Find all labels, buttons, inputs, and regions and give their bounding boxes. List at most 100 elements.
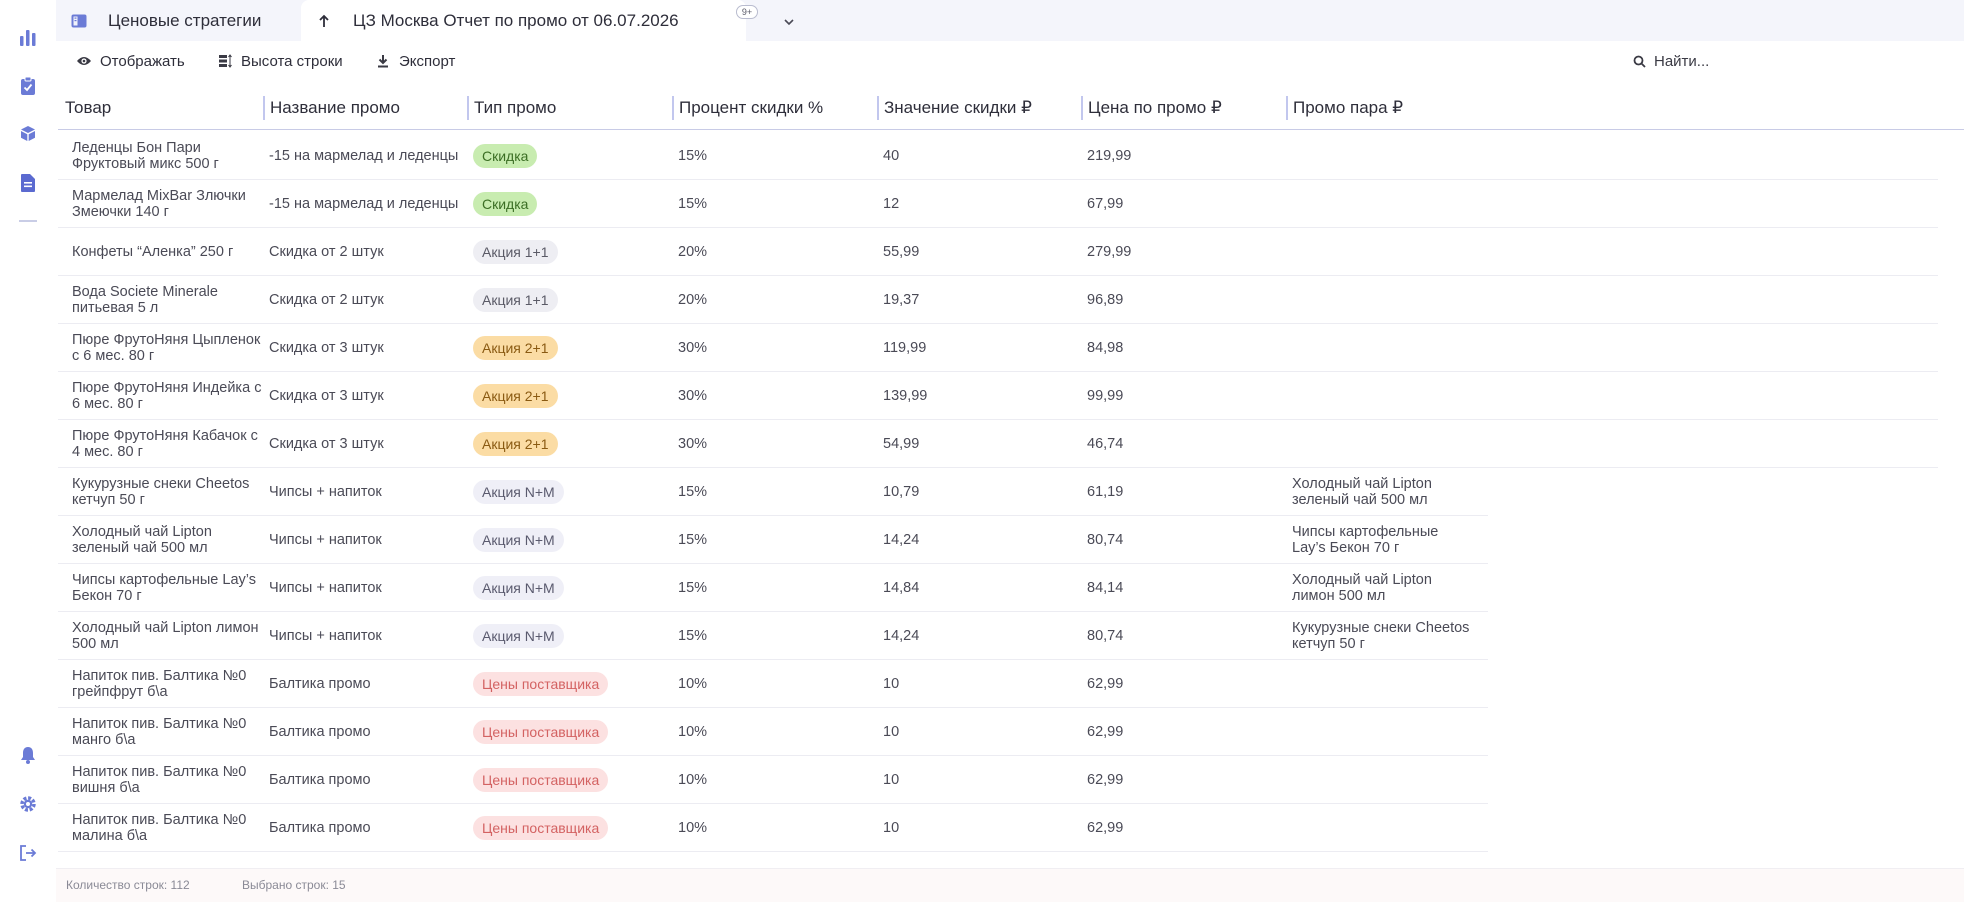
box-hand-icon[interactable] bbox=[16, 122, 40, 146]
display-button[interactable]: Отображать bbox=[76, 50, 185, 72]
column-header-discount-value[interactable]: Значение скидки ₽ bbox=[877, 86, 1032, 129]
cell-promo-price: 96,89 bbox=[1087, 291, 1124, 308]
arrow-up-icon bbox=[315, 12, 333, 30]
search-box[interactable] bbox=[1623, 47, 1943, 76]
cell-promo-price: 84,14 bbox=[1087, 579, 1124, 596]
cell-promo-price: 46,74 bbox=[1087, 435, 1124, 452]
cell-discount-value: 12 bbox=[883, 195, 900, 212]
column-header-promo-price[interactable]: Цена по промо ₽ bbox=[1081, 86, 1222, 129]
column-header-product[interactable]: Товар bbox=[65, 97, 112, 117]
table-row[interactable]: Кукурузные снеки Cheetos кетчуп 50 г Чипс… bbox=[58, 468, 1488, 516]
promo-type-badge: Акция N+M bbox=[473, 623, 564, 648]
cell-discount-percent: 20% bbox=[678, 291, 708, 308]
cell-promo-name: Чипсы + напиток bbox=[269, 531, 382, 548]
bell-icon[interactable] bbox=[16, 743, 40, 767]
cell-promo-price: 67,99 bbox=[1087, 195, 1124, 212]
chevron-down-icon bbox=[784, 19, 794, 26]
cell-product: Пюре ФрутоНяня Кабачок с 4 мес. 80 г bbox=[72, 427, 258, 460]
cell-promo-price: 279,99 bbox=[1087, 243, 1132, 260]
cell-promo-name: Чипсы + напиток bbox=[269, 627, 382, 644]
cell-promo-name: Скидка от 3 штук bbox=[269, 339, 384, 356]
cell-discount-percent: 15% bbox=[678, 579, 708, 596]
promo-type-badge: Скидка bbox=[473, 143, 538, 168]
cell-promo-price: 80,74 bbox=[1087, 627, 1124, 644]
document-icon[interactable] bbox=[16, 171, 40, 195]
cell-promo-name: Скидка от 3 штук bbox=[269, 387, 384, 404]
table-row[interactable]: Напиток пив. Балтика №0 вишня б\а Балтика… bbox=[58, 756, 1488, 804]
promo-type-badge: Акция 2+1 bbox=[473, 335, 558, 360]
column-header-promo-pair[interactable]: Промо пара ₽ bbox=[1285, 86, 1403, 129]
column-header-promo-type[interactable]: Тип промо bbox=[466, 86, 556, 129]
tab-price-strategies[interactable]: Ценовые стратегии bbox=[56, 0, 296, 41]
cell-promo-type: Цены поставщика bbox=[473, 708, 609, 755]
gear-icon[interactable] bbox=[16, 792, 40, 816]
table-row[interactable]: Пюре ФрутоНяня Кабачок с 4 мес. 80 г Скид… bbox=[58, 420, 1938, 468]
table-row[interactable]: Вода Societe Minerale питьевая 5 л Скидка… bbox=[58, 276, 1938, 324]
cell-promo-name: Чипсы + напиток bbox=[269, 483, 382, 500]
cell-product: Напиток пив. Балтика №0 вишня б\а bbox=[72, 763, 247, 796]
tabs-overflow-button[interactable] bbox=[723, 8, 794, 32]
cell-promo-pair: Кукурузные снеки Cheetos кетчуп 50 г bbox=[1292, 619, 1470, 652]
cell-promo-type: Цены поставщика bbox=[473, 660, 609, 707]
cell-promo-type: Скидка bbox=[473, 132, 538, 179]
cell-promo-name: Чипсы + напиток bbox=[269, 579, 382, 596]
column-header-promo-name[interactable]: Название промо bbox=[263, 86, 400, 129]
table-row[interactable]: Пюре ФрутоНяня Цыпленок с 6 мес. 80 г Ски… bbox=[58, 324, 1938, 372]
export-button[interactable]: Экспорт bbox=[375, 50, 455, 72]
cell-promo-pair bbox=[1292, 660, 1472, 707]
cell-discount-percent: 10% bbox=[678, 819, 708, 836]
cell-product: Вода Societe Minerale питьевая 5 л bbox=[72, 283, 218, 316]
cell-product: Напиток пив. Балтика №0 грейпфрут б\а bbox=[72, 667, 247, 700]
cell-promo-type: Скидка bbox=[473, 180, 538, 227]
table-row[interactable]: Напиток пив. Балтика №0 малина б\а Балтик… bbox=[58, 804, 1488, 852]
promo-type-badge: Акция 2+1 bbox=[473, 431, 558, 456]
sidebar bbox=[0, 0, 56, 902]
table-row[interactable]: Холодный чай Lipton зеленый чай 500 мл Чи… bbox=[58, 516, 1488, 564]
cell-discount-value: 55,99 bbox=[883, 243, 920, 260]
row-height-button[interactable]: Высота строки bbox=[217, 50, 343, 72]
table-row[interactable]: Напиток пив. Балтика №0 манго б\а Балтика… bbox=[58, 708, 1488, 756]
column-header-discount-percent[interactable]: Процент скидки % bbox=[671, 86, 823, 129]
row-height-label: Высота строки bbox=[241, 52, 343, 70]
table-row[interactable]: Леденцы Бон Пари Фруктовый микс 500 г -15… bbox=[58, 132, 1938, 180]
logout-icon[interactable] bbox=[16, 841, 40, 865]
cell-product: Пюре ФрутоНяня Цыпленок с 6 мес. 80 г bbox=[72, 331, 261, 364]
cell-promo-pair bbox=[1292, 756, 1472, 803]
clipboard-check-icon[interactable] bbox=[16, 74, 40, 98]
search-icon bbox=[1633, 55, 1646, 68]
cell-promo-price: 99,99 bbox=[1087, 387, 1124, 404]
rows-selected: Выбрано строк: 15 bbox=[242, 878, 346, 892]
tab-promo-report[interactable]: ЦЗ Москва Отчет по промо от 06.07.2026 bbox=[301, 0, 746, 41]
cell-promo-name: -15 на мармелад и леденцы bbox=[269, 195, 459, 212]
cell-discount-percent: 10% bbox=[678, 771, 708, 788]
cell-promo-type: Акция N+M bbox=[473, 612, 564, 659]
cell-promo-name: Балтика промо bbox=[269, 819, 371, 836]
cell-discount-value: 14,24 bbox=[883, 531, 920, 548]
cell-discount-value: 19,37 bbox=[883, 291, 920, 308]
cell-discount-value: 139,99 bbox=[883, 387, 928, 404]
chart-icon[interactable] bbox=[16, 25, 40, 49]
cell-discount-percent: 10% bbox=[678, 675, 708, 692]
cell-discount-value: 10 bbox=[883, 819, 900, 836]
cell-promo-pair bbox=[1292, 708, 1472, 755]
cell-promo-pair bbox=[1292, 420, 1472, 467]
status-bar: Количество строк: 112 Выбрано строк: 15 bbox=[56, 868, 1964, 902]
cell-discount-value: 14,84 bbox=[883, 579, 920, 596]
sidebar-panel-icon bbox=[70, 12, 88, 30]
cell-promo-type: Цены поставщика bbox=[473, 756, 609, 803]
table-row[interactable]: Напиток пив. Балтика №0 грейпфрут б\а Бал… bbox=[58, 660, 1488, 708]
promo-type-badge: Цены поставщика bbox=[473, 671, 609, 696]
tab-label: Ценовые стратегии bbox=[108, 10, 262, 30]
cell-discount-value: 10 bbox=[883, 723, 900, 740]
table-row[interactable]: Чипсы картофельные Lay’s Бекон 70 г Чипсы… bbox=[58, 564, 1488, 612]
table-row[interactable]: Мармелад MixBar Злючки Змеючки 140 г -15 … bbox=[58, 180, 1938, 228]
table-row[interactable]: Конфеты “Аленка” 250 г Скидка от 2 штук Ак… bbox=[58, 228, 1938, 276]
promo-type-badge: Акция N+M bbox=[473, 575, 564, 600]
search-input[interactable] bbox=[1654, 53, 1914, 70]
table-row[interactable]: Холодный чай Lipton лимон 500 мл Чипсы + … bbox=[58, 612, 1488, 660]
cell-product: Холодный чай Lipton зеленый чай 500 мл bbox=[72, 523, 212, 556]
promo-type-badge: Акция 2+1 bbox=[473, 383, 558, 408]
promo-type-badge: Цены поставщика bbox=[473, 719, 609, 744]
promo-type-badge: Цены поставщика bbox=[473, 767, 609, 792]
table-row[interactable]: Пюре ФрутоНяня Индейка с 6 мес. 80 г Скид… bbox=[58, 372, 1938, 420]
